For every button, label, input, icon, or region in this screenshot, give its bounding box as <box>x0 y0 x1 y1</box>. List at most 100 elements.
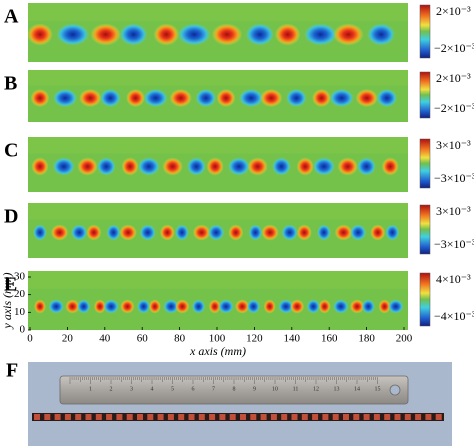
strip-segment <box>404 414 411 420</box>
field-blob <box>206 157 224 176</box>
colorbar-min: −2×10⁻³ <box>434 41 474 55</box>
field-blob <box>126 89 145 107</box>
panel-label: C <box>4 140 18 162</box>
strip-segment <box>75 414 82 420</box>
field-blob <box>159 224 175 241</box>
strip-segment <box>250 414 257 420</box>
colorbar-min: −3×10⁻³ <box>434 171 474 185</box>
field-blob <box>378 299 391 314</box>
ruler-number: 2 <box>110 386 113 392</box>
ruler-number: 10 <box>272 386 278 392</box>
field-blob <box>177 23 211 46</box>
ruler-scale: 1 2 3 4 5 6 7 8 9 10 11 12 13 14 15 <box>69 377 381 392</box>
field-blob <box>304 23 337 46</box>
field-blob <box>192 224 211 241</box>
colorbar <box>419 272 431 327</box>
strip-segment <box>64 414 71 420</box>
field-blob <box>260 89 283 107</box>
field-blob <box>272 157 291 176</box>
field-blob <box>119 224 137 241</box>
colorbar-max: 2×10⁻³ <box>436 71 471 85</box>
y-tick-label: 30 <box>14 271 26 283</box>
field-blob <box>312 89 331 107</box>
strip-segment <box>353 414 360 420</box>
strip-segment <box>95 414 102 420</box>
strip-segment <box>137 414 143 420</box>
y-tick-label: 20 <box>14 288 26 300</box>
field-blob <box>31 157 49 176</box>
strip-segment <box>167 414 174 420</box>
x-tick-label: 140 <box>284 333 301 345</box>
strip-segment <box>219 414 226 420</box>
ruler <box>59 375 409 405</box>
strip-segment <box>301 414 308 420</box>
field-blob <box>211 23 243 46</box>
ruler-number: 3 <box>130 386 133 392</box>
heatmap-band <box>28 203 408 220</box>
x-tick-label: 80 <box>174 333 186 345</box>
field-blob <box>278 299 294 314</box>
strip-segments <box>34 414 442 420</box>
colorbar-max: 3×10⁻³ <box>436 204 471 218</box>
x-tick-label: 0 <box>27 333 33 345</box>
field-blob <box>388 299 404 314</box>
strip-segment <box>229 414 236 420</box>
field-blob <box>100 89 121 107</box>
field-blob <box>79 89 102 107</box>
strip-segment <box>415 414 422 420</box>
ruler-number: 8 <box>233 386 236 392</box>
field-blob <box>350 224 367 241</box>
field-blob <box>376 89 398 107</box>
panel-label: F <box>6 360 18 382</box>
field-blob <box>139 224 156 241</box>
field-blob <box>333 23 364 46</box>
strip-segment <box>332 414 339 420</box>
colorbar-min: −3×10⁻³ <box>434 237 474 251</box>
ruler-number: 1 <box>89 386 92 392</box>
field-blob <box>385 224 400 241</box>
field-blob <box>318 299 331 314</box>
x-tick-label: 40 <box>99 333 111 345</box>
field-blob <box>296 224 312 241</box>
field-blob <box>261 224 279 241</box>
field-blob <box>77 299 91 314</box>
x-tick-label: 180 <box>358 333 375 345</box>
x-axis-label: x axis (mm) <box>189 344 246 358</box>
strip-segment <box>188 414 195 420</box>
field-blob <box>281 224 298 241</box>
sample-strip <box>32 413 444 421</box>
y-tick-label: 10 <box>14 306 26 318</box>
heatmap-band <box>28 3 408 21</box>
field-blob <box>27 23 53 46</box>
colorbar-min: −2×10⁻³ <box>434 101 474 115</box>
field-blob <box>56 23 90 46</box>
strip-segment <box>209 414 216 420</box>
field-blob <box>239 89 264 107</box>
strip-segment <box>425 414 432 420</box>
field-blob <box>334 224 353 241</box>
panel-label: E <box>4 274 17 296</box>
strip-segment <box>85 414 92 420</box>
field-blob <box>227 157 250 176</box>
colorbar <box>419 71 431 119</box>
strip-segment <box>34 414 40 420</box>
strip-segment <box>178 414 185 420</box>
field-blob <box>103 299 119 314</box>
x-tick-label: 100 <box>209 333 226 345</box>
ruler-hole <box>389 384 401 396</box>
field-blob <box>86 224 102 241</box>
field-blob <box>106 224 121 241</box>
strip-segment <box>435 414 442 420</box>
field-blob <box>333 299 349 314</box>
field-blob <box>216 89 236 107</box>
x-tick-label: 160 <box>321 333 338 345</box>
ruler-number: 12 <box>313 386 319 392</box>
field-blob <box>263 299 276 314</box>
panels: A 2×10⁻³ −2×10⁻³ B 2×10⁻³ −2×10⁻³ C 3×10⁻³ −3×10… <box>0 3 474 358</box>
field-blob <box>228 224 244 241</box>
field-blob <box>163 299 179 314</box>
strip-segment <box>106 414 113 420</box>
field-blob <box>121 157 139 176</box>
field-blob <box>148 299 161 314</box>
y-axis-label: y axis (mm) <box>0 273 14 330</box>
